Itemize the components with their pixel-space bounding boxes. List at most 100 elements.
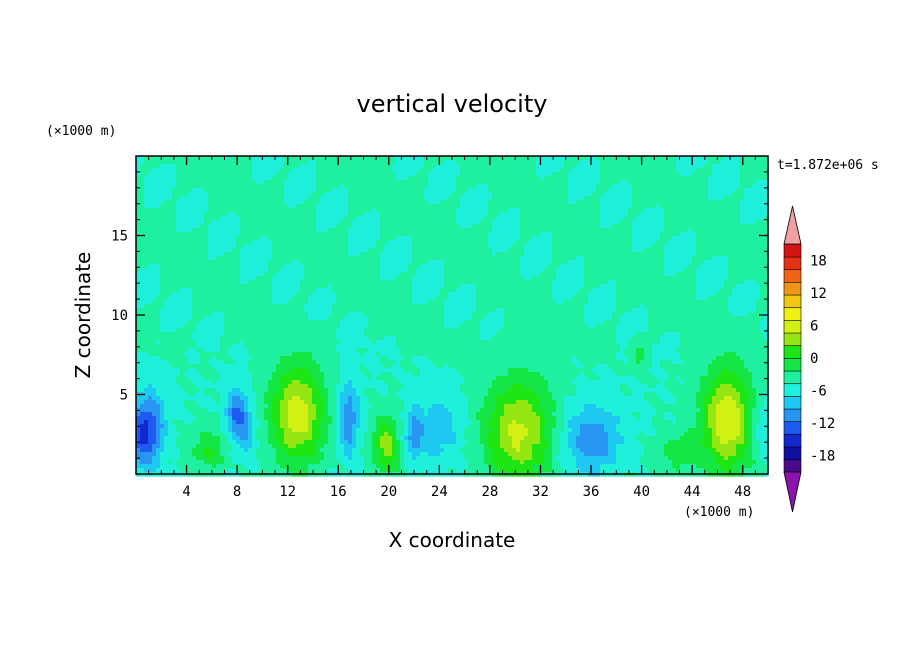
field-cell [232,432,237,437]
field-cell [192,300,273,305]
field-cell [344,408,353,413]
field-cell [412,452,421,457]
field-cell [292,396,301,401]
field-cell [160,204,177,209]
field-cell [740,424,745,429]
field-cell [608,432,621,437]
field-cell [416,268,445,273]
field-cell [384,452,393,457]
field-cell [312,400,325,405]
field-cell [676,168,697,173]
field-cell [700,440,713,445]
field-cell [144,156,225,161]
field-cell [224,456,233,461]
field-cell [412,288,441,293]
field-cell [252,424,261,429]
field-cell [204,348,221,353]
field-cell [640,212,665,217]
field-cell [636,360,641,365]
field-cell [212,312,225,317]
field-cell [696,288,721,293]
field-cell [172,192,189,197]
field-cell [552,172,569,177]
field-cell [612,368,649,373]
field-cell [736,436,745,441]
field-cell [380,224,461,229]
field-cell [380,456,397,461]
field-cell [212,220,241,225]
field-cell [348,240,377,245]
field-cell [176,444,197,449]
field-cell [356,436,365,441]
field-cell [500,420,513,425]
field-cell [316,440,329,445]
field-cell [328,316,345,321]
field-cell [340,368,361,373]
field-cell [692,256,713,261]
field-cell [284,432,313,437]
field-cell [340,376,369,381]
field-cell [388,388,401,393]
field-cell [284,428,293,433]
field-cell [336,408,341,413]
field-cell [680,356,717,361]
field-cell [696,248,769,253]
field-cell [208,200,285,205]
field-cell [360,416,369,421]
field-cell [548,444,553,449]
field-cell [340,436,345,441]
field-cell [356,416,361,421]
field-cell [232,460,261,465]
field-cell [288,400,305,405]
field-cell [664,212,741,217]
field-cell [344,448,353,453]
field-cell [760,412,769,417]
field-cell [260,440,269,445]
field-cell [392,164,425,169]
field-cell [472,312,489,317]
field-cell [540,372,581,377]
field-cell [736,404,745,409]
field-cell [336,404,341,409]
field-cell [280,360,317,365]
field-cell [328,284,333,289]
field-cell [368,428,377,433]
field-cell [448,296,477,301]
field-cell [460,284,477,289]
field-cell [444,264,521,269]
field-cell [740,212,769,217]
field-cell [260,444,273,449]
field-cell [212,432,225,437]
field-cell [156,420,161,425]
field-cell [696,168,713,173]
field-cell [740,204,769,209]
field-cell [744,408,749,413]
field-cell [232,356,253,361]
field-cell [596,184,613,189]
field-cell [680,436,705,441]
field-cell [144,160,253,165]
field-cell [220,420,229,425]
field-cell [336,440,341,445]
field-cell [136,164,141,169]
field-cell [408,428,413,433]
field-cell [416,416,453,421]
field-cell [136,340,157,345]
field-cell [664,220,741,225]
field-cell [540,424,545,429]
field-cell [256,412,265,417]
field-cell [632,240,657,245]
field-cell [508,208,521,213]
field-cell [632,232,661,237]
field-cell [412,408,425,413]
field-cell [324,376,341,381]
field-cell [272,248,349,253]
field-cell [540,232,553,237]
field-cell [268,236,349,241]
field-cell [760,320,769,325]
field-cell [136,352,149,357]
field-cell [136,204,145,209]
field-cell [180,456,197,461]
field-cell [140,460,153,465]
field-cell [740,392,749,397]
